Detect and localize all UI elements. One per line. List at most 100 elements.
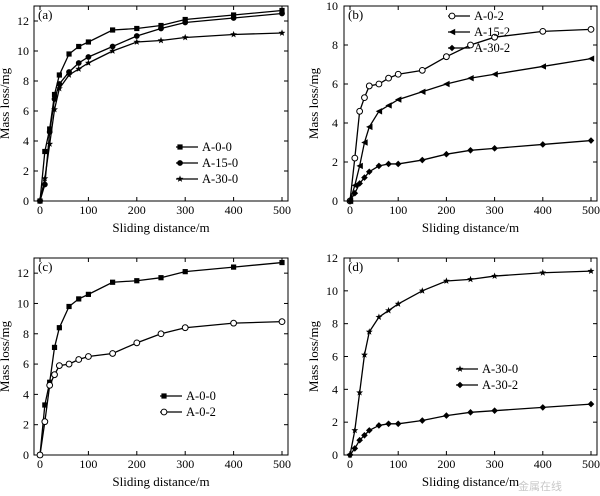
diamond-marker xyxy=(375,422,383,429)
open-circle-marker xyxy=(539,27,547,35)
series-A-30-0 xyxy=(346,267,595,458)
square-marker xyxy=(158,22,164,29)
star-marker xyxy=(587,267,595,275)
diamond-marker xyxy=(346,451,354,459)
series-line xyxy=(39,32,283,202)
star-marker xyxy=(230,30,238,38)
triangle-marker xyxy=(356,162,363,170)
x-tick-label: 300 xyxy=(176,457,194,471)
x-tick-label: 200 xyxy=(437,203,455,217)
x-axis-title: Sliding distance/m xyxy=(422,474,519,489)
y-tick-label: 10 xyxy=(17,44,29,58)
panel-label: (a) xyxy=(38,7,52,22)
diamond-marker xyxy=(361,174,368,181)
x-tick-label: 200 xyxy=(128,203,146,217)
diamond-marker xyxy=(443,412,450,419)
triangle-marker xyxy=(361,139,368,146)
x-tick-label: 0 xyxy=(347,203,353,217)
open-circle-marker xyxy=(467,41,474,49)
y-axis-title: Mass loss/mg xyxy=(0,67,12,139)
legend: A-30-0 A-30-2 xyxy=(456,362,518,392)
y-tick-label: 0 xyxy=(332,194,338,208)
y-tick-label: 0 xyxy=(23,194,29,208)
diamond-marker xyxy=(467,147,474,154)
circle-marker xyxy=(158,25,164,32)
x-tick-label: 0 xyxy=(37,457,43,471)
diamond-marker xyxy=(361,432,368,439)
legend: A-0-0 A-0-2 xyxy=(160,389,216,419)
panel-c: 0 100 200 300 400 500 0 2 4 6 8 10 12 (c) Sliding dist… xyxy=(0,257,291,489)
star-marker xyxy=(351,426,359,434)
square-marker xyxy=(182,16,188,23)
triangle-marker xyxy=(395,96,402,103)
square-marker xyxy=(231,12,237,18)
square-marker xyxy=(66,51,72,57)
y-tick-label: 8 xyxy=(332,38,338,52)
square-marker xyxy=(182,269,188,275)
diamond-marker xyxy=(365,168,373,176)
x-axis-title: Sliding distance/m xyxy=(112,474,209,489)
open-circle-marker xyxy=(181,324,189,332)
y-tick-label: 8 xyxy=(23,327,29,341)
x-tick-label: 100 xyxy=(389,203,407,217)
star-marker xyxy=(109,47,117,54)
triangle-marker xyxy=(467,74,474,82)
y-tick-label: 4 xyxy=(23,387,29,401)
open-circle-marker xyxy=(55,362,63,369)
plot-frame xyxy=(33,257,289,456)
x-tick-label: 300 xyxy=(486,457,504,471)
square-marker xyxy=(161,393,167,399)
star-marker xyxy=(278,29,286,36)
square-marker xyxy=(158,275,164,281)
series-A-15-2 xyxy=(346,55,595,205)
diamond-marker xyxy=(539,404,547,411)
star-marker xyxy=(46,140,54,147)
y-tick-label: 8 xyxy=(23,74,29,88)
diamond-marker xyxy=(351,189,359,197)
star-marker xyxy=(467,275,474,283)
open-circle-marker xyxy=(230,319,238,327)
star-marker xyxy=(157,36,165,44)
open-circle-marker xyxy=(157,330,165,338)
open-circle-marker xyxy=(36,451,44,459)
open-circle-marker xyxy=(41,418,49,426)
y-tick-label: 2 xyxy=(332,415,338,429)
x-tick-label: 100 xyxy=(389,457,407,471)
star-marker xyxy=(456,365,464,372)
series-A-30-2 xyxy=(346,137,595,205)
triangle-marker xyxy=(385,102,392,109)
open-circle-marker xyxy=(51,371,58,379)
square-marker xyxy=(76,43,82,50)
open-circle-marker xyxy=(443,53,450,61)
x-tick-label: 500 xyxy=(582,457,600,471)
open-circle-marker xyxy=(85,353,92,360)
x-tick-label: 100 xyxy=(79,457,97,471)
series-line xyxy=(349,28,592,202)
legend-label: A-0-2 xyxy=(474,9,504,23)
diamond-marker xyxy=(356,180,363,187)
diamond-marker xyxy=(356,436,363,444)
y-tick-label: 12 xyxy=(17,14,29,28)
diamond-marker xyxy=(491,145,498,152)
star-marker xyxy=(356,389,364,396)
diamond-marker xyxy=(385,160,392,168)
legend-label: A-15-2 xyxy=(474,25,510,39)
diamond-marker xyxy=(491,407,498,414)
square-marker xyxy=(110,279,116,285)
triangle-marker xyxy=(419,88,426,95)
y-axis-title: Mass loss/mg xyxy=(306,320,321,392)
diamond-marker xyxy=(467,409,474,416)
square-marker xyxy=(279,259,285,266)
star-marker xyxy=(539,269,547,276)
star-marker xyxy=(51,105,58,113)
square-marker xyxy=(42,148,48,155)
triangle-marker xyxy=(443,80,450,88)
diamond-marker xyxy=(448,44,456,52)
circle-marker xyxy=(230,15,237,21)
diamond-marker xyxy=(351,445,359,452)
square-marker xyxy=(66,303,72,310)
circle-marker xyxy=(85,54,92,60)
y-axis-title: Mass loss/mg xyxy=(306,67,321,139)
y-tick-label: 4 xyxy=(332,116,338,130)
triangle-marker xyxy=(375,108,383,115)
